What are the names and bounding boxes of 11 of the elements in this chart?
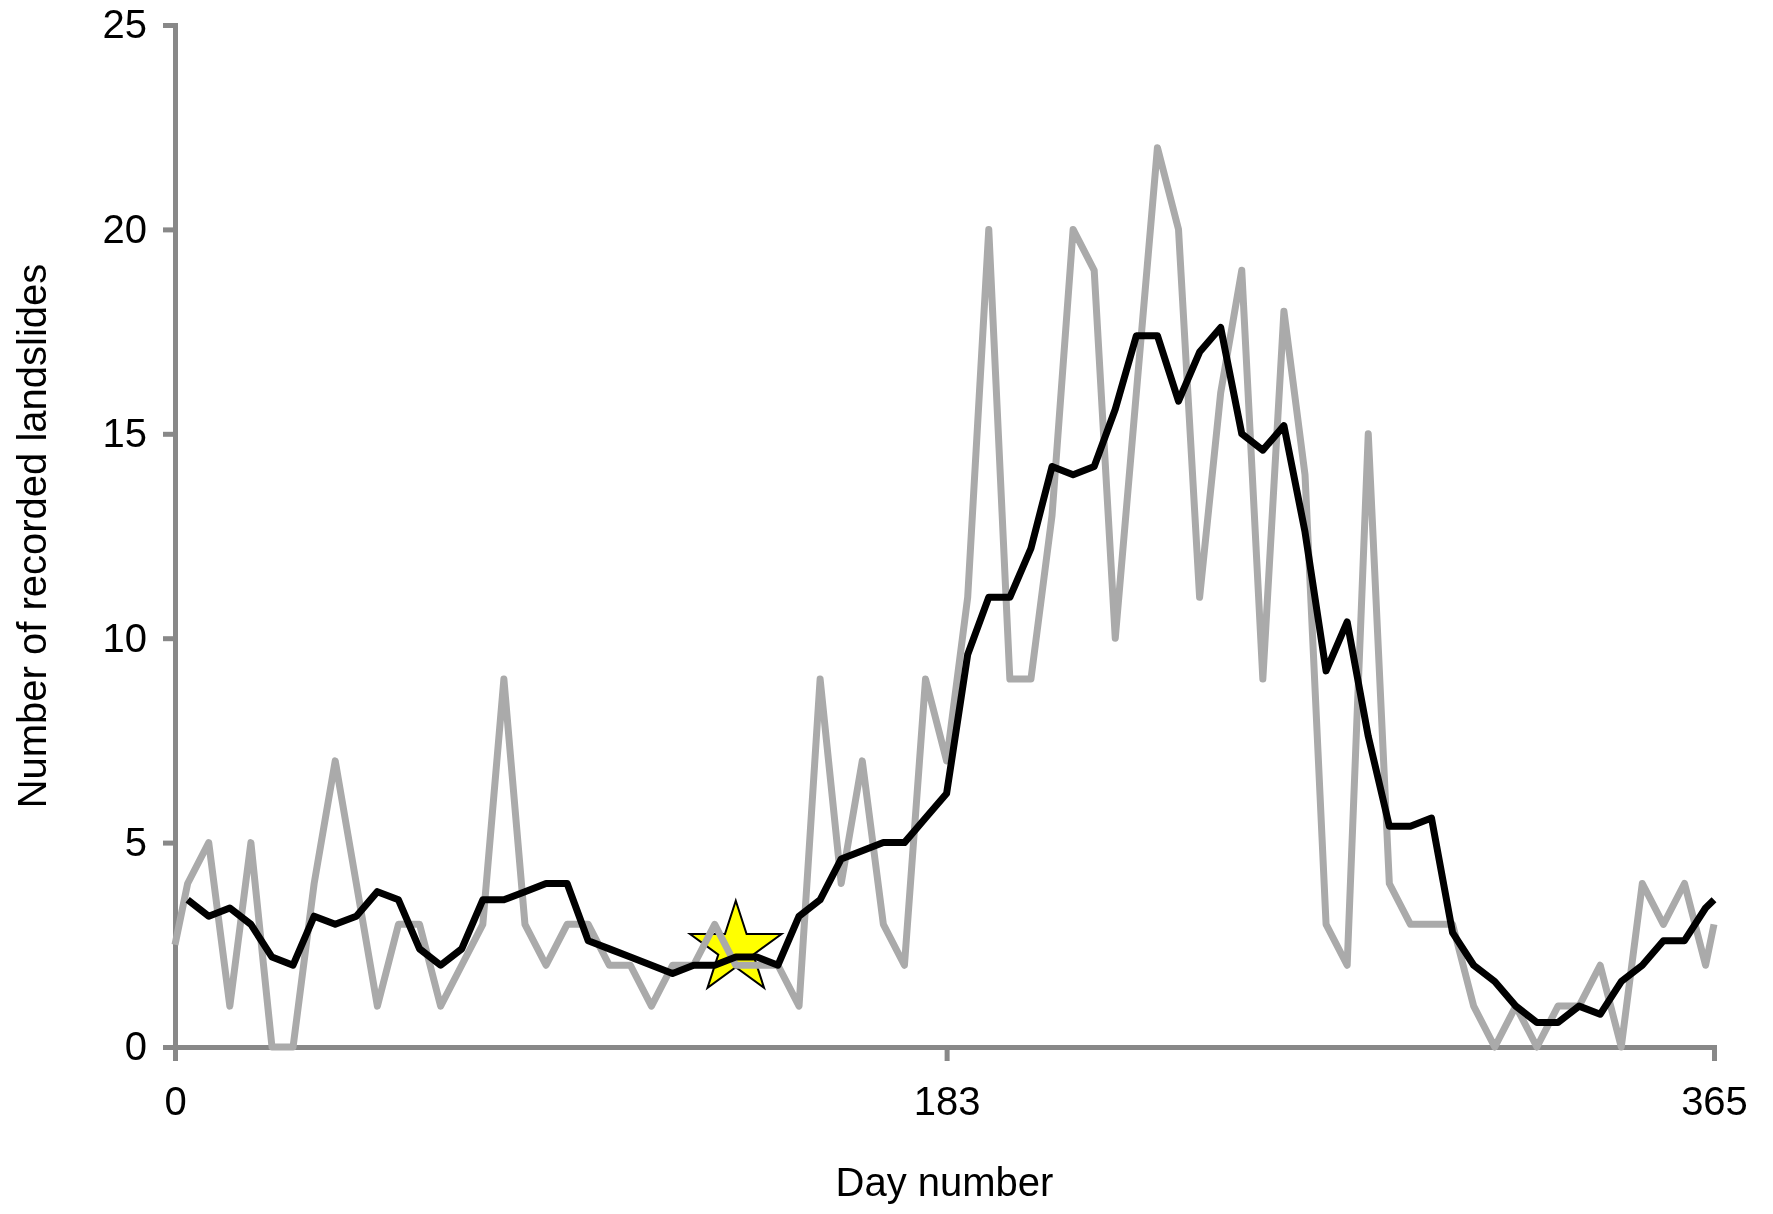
x-tick-label: 183 (913, 1079, 981, 1124)
y-tick-label: 25 (102, 2, 147, 47)
y-tick-label: 15 (102, 411, 147, 456)
y-tick-label: 20 (102, 206, 147, 251)
x-tick-label: 0 (164, 1079, 187, 1124)
x-axis-title: Day number (835, 1160, 1054, 1204)
y-tick-label: 0 (124, 1024, 147, 1069)
y-tick-label: 10 (102, 615, 147, 660)
y-tick-label: 5 (124, 819, 147, 864)
x-tick-label: 365 (1681, 1079, 1748, 1124)
y-axis-title: Number of recorded landslides (10, 263, 54, 809)
